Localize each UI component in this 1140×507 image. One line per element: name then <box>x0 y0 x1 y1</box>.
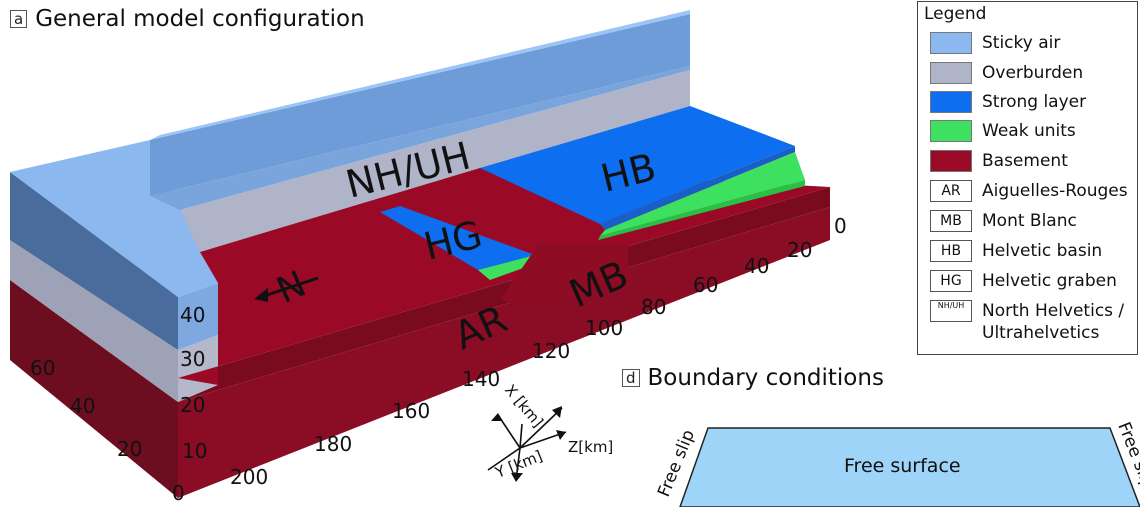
legend-swatch <box>930 150 972 172</box>
y-tick-60: 60 <box>30 356 55 380</box>
legend-label: North Helvetics / Ultrahelvetics <box>982 301 1125 343</box>
legend-label: Weak units <box>982 121 1076 141</box>
left-face-sticky-air <box>10 172 178 350</box>
front-face-sticky-air <box>178 283 218 350</box>
panel-a-title: General model configuration <box>35 6 365 32</box>
legend-item: HB Helvetic basin <box>930 240 1102 262</box>
panel-d-tag: d <box>622 369 640 387</box>
basement-top <box>178 168 830 385</box>
x-tick-60: 60 <box>693 273 718 297</box>
triad-y-line <box>515 447 521 481</box>
legend-code-box: AR <box>930 180 972 202</box>
legend-label: Aiguelles-Rouges <box>982 181 1128 201</box>
z-tick-20: 20 <box>180 393 205 417</box>
z-tick-40: 40 <box>180 303 205 327</box>
hb-strong-layer <box>480 106 795 224</box>
x-tick-0: 0 <box>834 214 847 238</box>
legend-swatch <box>930 120 972 142</box>
basement-front-slab <box>178 207 830 498</box>
legend-code-box: MB <box>930 210 972 232</box>
panel-d-title: Boundary conditions <box>647 365 884 391</box>
left-face-overburden <box>10 240 178 402</box>
triad-z-line <box>519 407 563 449</box>
free-surface-block <box>679 427 1140 507</box>
legend-code-box: NH/UH <box>930 300 972 322</box>
hb-strong-edge <box>600 146 795 230</box>
legend-item: Basement <box>930 150 1068 172</box>
legend-swatch <box>930 62 972 84</box>
legend-item: AR Aiguelles-Rouges <box>930 180 1128 202</box>
triad-z-label: Z[km] <box>568 438 613 456</box>
x-tick-20: 20 <box>787 238 812 262</box>
x-tick-80: 80 <box>641 295 666 319</box>
sticky-air-top-edge <box>150 10 690 140</box>
legend-item: NH/UH North Helvetics / Ultrahelvetics <box>930 300 1124 344</box>
legend-swatch <box>930 91 972 113</box>
legend: Legend Sticky air Overburden Strong layer W… <box>917 1 1138 355</box>
legend-title: Legend <box>924 4 987 24</box>
z-tick-10: 10 <box>182 439 207 463</box>
legend-label: Helvetic graben <box>982 271 1117 291</box>
front-face-overburden <box>178 335 218 402</box>
ar-mb-massif <box>500 242 628 310</box>
legend-item: Sticky air <box>930 32 1060 54</box>
legend-item: Strong layer <box>930 91 1086 113</box>
y-tick-20: 20 <box>117 437 142 461</box>
overburden-back-strip <box>180 70 690 252</box>
legend-label: Helvetic basin <box>982 241 1103 261</box>
legend-label: Mont Blanc <box>982 211 1077 231</box>
y-tick-0: 0 <box>172 481 185 505</box>
x-tick-180: 180 <box>314 432 352 456</box>
x-tick-140: 140 <box>462 367 500 391</box>
legend-code-box: HB <box>930 240 972 262</box>
left-face-basement <box>10 280 178 498</box>
panel-a-header: a General model configuration <box>10 6 365 32</box>
legend-label: Strong layer <box>982 92 1087 112</box>
legend-label: Basement <box>982 151 1068 171</box>
x-axis-ticks: 0 20 40 60 80 100 120 140 160 180 200 <box>230 214 847 489</box>
x-tick-100: 100 <box>585 316 623 340</box>
hb-weak-units <box>600 152 805 236</box>
hg-strong-layer <box>380 206 535 270</box>
legend-item: HG Helvetic graben <box>930 270 1117 292</box>
triad-x-label: X [km] <box>501 381 547 431</box>
legend-item: Weak units <box>930 120 1076 142</box>
legend-label: Sticky air <box>982 33 1061 53</box>
z-tick-30: 30 <box>180 347 205 371</box>
x-tick-160: 160 <box>392 399 430 423</box>
sticky-air-back-top <box>150 14 690 196</box>
legend-swatch <box>930 32 972 54</box>
y-tick-40: 40 <box>70 394 95 418</box>
hg-weak-units <box>478 255 540 280</box>
legend-item: Overburden <box>930 62 1083 84</box>
x-tick-120: 120 <box>532 339 570 363</box>
legend-label: Overburden <box>982 63 1084 83</box>
panel-d-header: d Boundary conditions <box>622 365 884 391</box>
y-axis-ticks: 60 40 20 0 <box>30 356 185 505</box>
sticky-air-back-face <box>150 66 690 210</box>
z-axis-ticks: 10 20 30 40 <box>180 303 207 463</box>
legend-item: MB Mont Blanc <box>930 210 1077 232</box>
panel-a-tag: a <box>10 10 28 28</box>
hb-weak-front <box>598 180 805 240</box>
triad-z-arrow <box>552 406 562 418</box>
triad-x-line <box>497 414 521 449</box>
free-surface-label: Free surface <box>844 455 961 477</box>
legend-code-box: HG <box>930 270 972 292</box>
x-tick-40: 40 <box>744 254 769 278</box>
x-tick-200: 200 <box>230 465 268 489</box>
